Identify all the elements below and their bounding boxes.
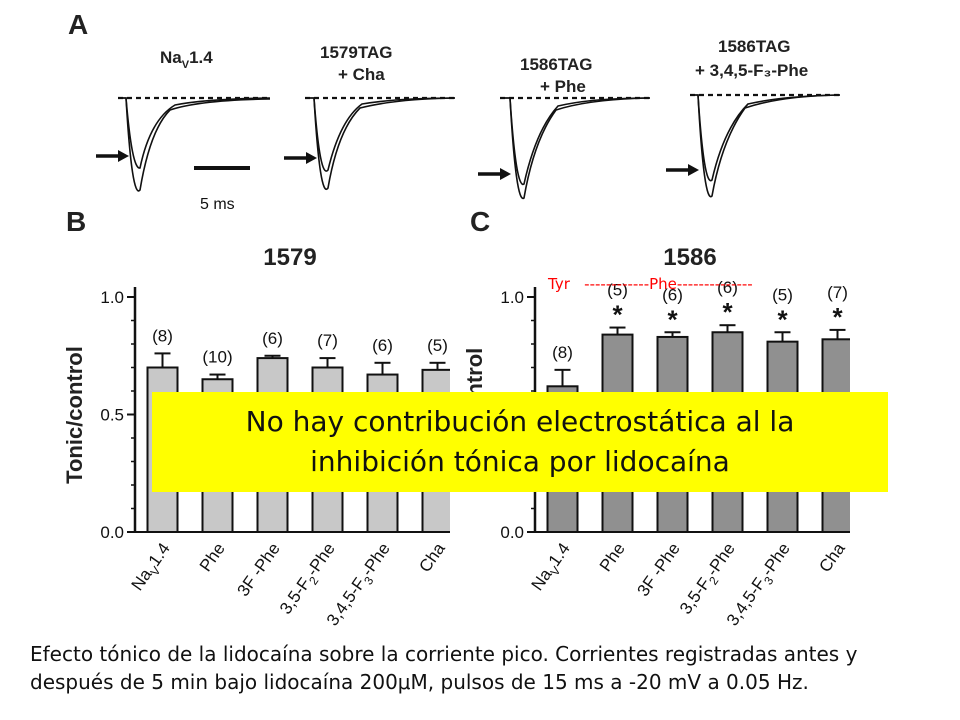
n-label: (7) [827,283,848,302]
y-tick-label: 0.0 [100,523,124,542]
arrow-icon [118,150,129,162]
chart-1579: 1579 Tonic/control 0.0 0.5 1.0 (8) NaV1.4 (10) P… [62,244,450,629]
significance-star: * [777,304,788,334]
chart-title: 1586 [663,244,716,271]
category-label: Cha [815,539,849,576]
significance-star: * [722,297,733,327]
current-trace [500,97,651,200]
y-tick-label: 1.0 [500,288,524,307]
n-label: (6) [262,329,283,348]
trace-label-nav14: NaV1.4 [160,48,213,71]
trace-label-1586tag-phe-line2: + Phe [540,77,586,96]
panel-a-traces: A NaV1.4 1579TAG + Cha 1586TAG + Phe 158… [68,9,841,213]
tyr-phe-annotation: Tyr ------------Phe-------------- [548,275,753,293]
category-label: 3F -Phe [234,539,284,599]
figure-caption: Efecto tónico de la lidocaína sobre la c… [30,642,858,694]
category-label: 3F -Phe [634,539,684,599]
n-label: (10) [202,348,232,367]
current-trace-lidocaine [305,97,456,172]
category-label: Phe [196,539,229,575]
n-label: (5) [772,285,793,304]
y-tick-label: 0.0 [500,523,524,542]
n-label: (8) [552,343,573,362]
trace-label-1586tag-phe: 1586TAG [520,55,592,74]
scale-bar-label: 5 ms [200,196,235,213]
n-label: (5) [607,281,628,300]
current-trace [305,97,456,191]
category-label: NaV1.4 [128,539,177,596]
significance-star: * [667,304,678,334]
panel-label-c: C [470,206,491,237]
trace-label-1586tag-f3: 1586TAG [718,37,790,56]
arrow-icon [688,164,699,176]
trace-group-1579tag [284,96,456,191]
n-label: (6) [717,278,738,297]
n-label: (6) [372,336,393,355]
trace-group-1586tag-phe [478,96,651,200]
current-trace-lidocaine [500,97,651,186]
n-label: (7) [317,331,338,350]
arrow-icon [500,168,511,180]
arrow-icon [306,152,317,164]
y-tick-label: 1.0 [100,288,124,307]
trace-label-1579tag: 1579TAG [320,43,392,62]
current-trace [690,94,841,198]
trace-label-1579tag-line2: + Cha [338,65,385,84]
panel-label-b: B [66,206,87,237]
significance-star: * [832,302,843,332]
panel-label-a: A [68,9,88,40]
trace-group-1586tag-f3 [666,93,841,198]
y-axis-label: Tonic/control [62,346,87,484]
current-trace-lidocaine [690,94,841,182]
category-label: NaV1.4 [528,539,577,596]
category-label: Phe [596,539,629,575]
y-tick-label: 0.5 [100,406,124,425]
current-trace-lidocaine [118,97,271,169]
n-label: (8) [152,326,173,345]
trace-group-nav14: 5 ms [96,96,271,213]
conclusion-banner: No hay contribución electrostática al la… [152,392,888,492]
chart-title: 1579 [263,244,316,271]
category-label: Cha [415,539,449,576]
current-trace [118,97,271,192]
significance-star: * [612,300,623,330]
n-label: (5) [427,336,448,355]
conclusion-text: No hay contribución electrostática al la… [245,405,795,478]
n-label: (6) [662,285,683,304]
trace-label-1586tag-f3-line2: + 3,4,5-F₃-Phe [695,61,808,80]
